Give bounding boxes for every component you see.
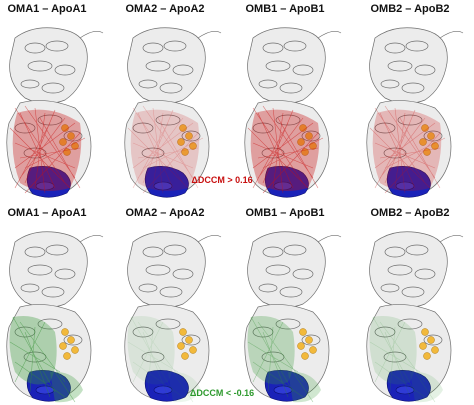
panel-label: OMA1 – ApoA1 (7, 3, 86, 15)
row-top: OMA1 – ApoA1 OMA2 – ApoA2 OMB1 – ApoB1 O… (7, 3, 463, 197)
threshold-label: ΔDCCM > 0.16 (191, 175, 252, 185)
panel-label: OMA2 – ApoA2 (125, 207, 204, 219)
row-bottom: OMA1 – ApoA1 OMA2 – ApoA2 OMB1 – ApoB1 O… (7, 207, 463, 402)
panel-label: OMB2 – ApoB2 (370, 3, 449, 15)
panel-label: OMA2 – ApoA2 (125, 3, 204, 15)
panel-label: OMA1 – ApoA1 (7, 207, 86, 219)
panel-label: OMB1 – ApoB1 (245, 3, 324, 15)
threshold-label: ΔDCCM < -0.16 (190, 388, 254, 398)
panel-label: OMB1 – ApoB1 (245, 207, 324, 219)
panel-label: OMB2 – ApoB2 (370, 207, 449, 219)
